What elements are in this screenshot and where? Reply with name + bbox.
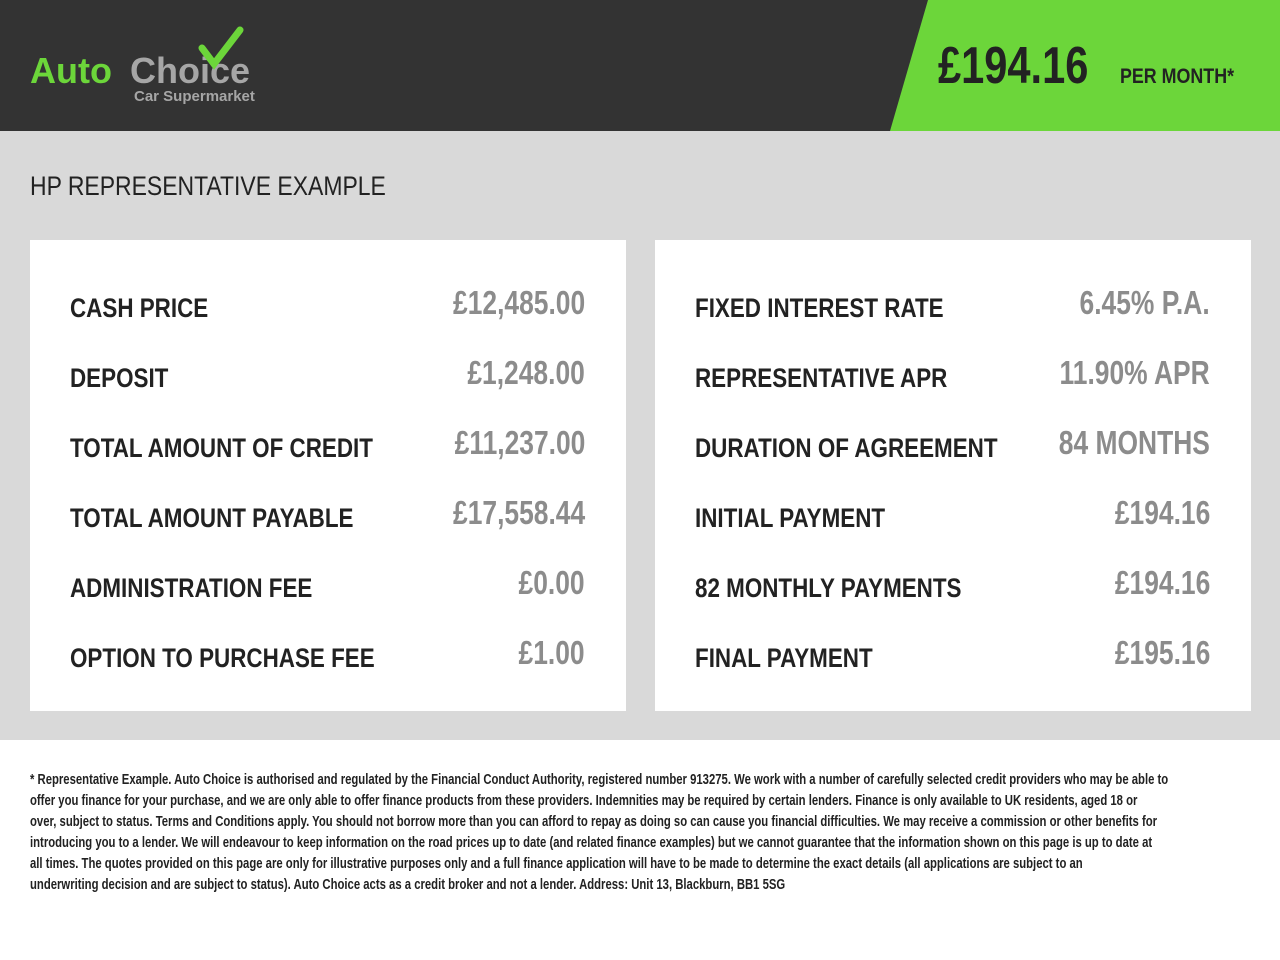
row-value: £0.00 [518, 564, 585, 601]
finance-row: FIXED INTEREST RATE 6.45% P.A. [695, 284, 1210, 324]
row-value: £11,237.00 [454, 424, 585, 461]
row-label: OPTION TO PURCHASE FEE [70, 643, 375, 673]
finance-row: DEPOSIT £1,248.00 [70, 354, 585, 394]
row-label: FIXED INTEREST RATE [695, 293, 944, 323]
row-value: £194.16 [1114, 564, 1210, 601]
finance-row: FINAL PAYMENT £195.16 [695, 634, 1210, 674]
row-label: FINAL PAYMENT [695, 643, 873, 673]
right-card: FIXED INTEREST RATE 6.45% P.A. REPRESENTAT… [655, 240, 1251, 711]
row-value: £12,485.00 [452, 284, 585, 321]
row-value: 11.90% APR [1059, 354, 1210, 391]
finance-row: TOTAL AMOUNT PAYABLE £17,558.44 [70, 494, 585, 534]
finance-row: 82 MONTHLY PAYMENTS £194.16 [695, 564, 1210, 604]
disclaimer-line: introducing you to a lender. We will end… [30, 835, 1153, 851]
disclaimer-line: * Representative Example. Auto Choice is… [30, 772, 1169, 788]
row-label: ADMINISTRATION FEE [70, 573, 313, 603]
disclaimer-line: offer you finance for your purchase, and… [30, 793, 1138, 809]
disclaimer-line: all times. The quotes provided on this p… [30, 856, 1083, 872]
finance-section: HP REPRESENTATIVE EXAMPLE CASH PRICE £12,… [0, 131, 1280, 740]
row-value: £195.16 [1114, 634, 1210, 671]
price-banner [890, 0, 1280, 131]
finance-row: REPRESENTATIVE APR 11.90% APR [695, 354, 1210, 394]
logo-word-choice: Choice [130, 50, 250, 91]
left-card: CASH PRICE £12,485.00 DEPOSIT £1,248.00 TOTA… [30, 240, 626, 711]
finance-row: DURATION OF AGREEMENT 84 MONTHS [695, 424, 1210, 464]
header: Auto Choice Car Supermarket £194.16 PER … [0, 0, 1280, 131]
finance-row: TOTAL AMOUNT OF CREDIT £11,237.00 [70, 424, 585, 464]
row-label: CASH PRICE [70, 293, 209, 323]
row-value: 84 MONTHS [1058, 424, 1210, 461]
finance-row: CASH PRICE £12,485.00 [70, 284, 585, 324]
row-label: DEPOSIT [70, 363, 169, 393]
row-label: TOTAL AMOUNT PAYABLE [70, 503, 354, 533]
row-label: INITIAL PAYMENT [695, 503, 886, 533]
section-title: HP REPRESENTATIVE EXAMPLE [30, 171, 386, 201]
logo-tagline: Car Supermarket [134, 88, 255, 105]
row-value: £17,558.44 [452, 494, 585, 531]
row-label: TOTAL AMOUNT OF CREDIT [70, 433, 373, 463]
row-value: £1,248.00 [467, 354, 585, 391]
row-label: DURATION OF AGREEMENT [695, 433, 998, 463]
disclaimer: * Representative Example. Auto Choice is… [30, 770, 1280, 896]
row-value: £194.16 [1114, 494, 1210, 531]
row-value: £1.00 [518, 634, 585, 671]
finance-row: ADMINISTRATION FEE £0.00 [70, 564, 585, 604]
auto-choice-logo: Auto Choice Car Supermarket [30, 26, 255, 105]
finance-row: OPTION TO PURCHASE FEE £1.00 [70, 634, 585, 674]
disclaimer-line: over, subject to status. Terms and Condi… [30, 814, 1158, 830]
per-month-label: PER MONTH* [1120, 65, 1235, 88]
row-label: 82 MONTHLY PAYMENTS [695, 573, 962, 603]
finance-row: INITIAL PAYMENT £194.16 [695, 494, 1210, 534]
logo-word-auto: Auto [30, 50, 112, 91]
row-value: 6.45% P.A. [1079, 284, 1210, 321]
checkmark-icon [198, 26, 244, 70]
monthly-price: £194.16 [938, 37, 1089, 95]
disclaimer-line: underwriting decision and are subject to… [30, 877, 786, 893]
row-label: REPRESENTATIVE APR [695, 363, 948, 393]
